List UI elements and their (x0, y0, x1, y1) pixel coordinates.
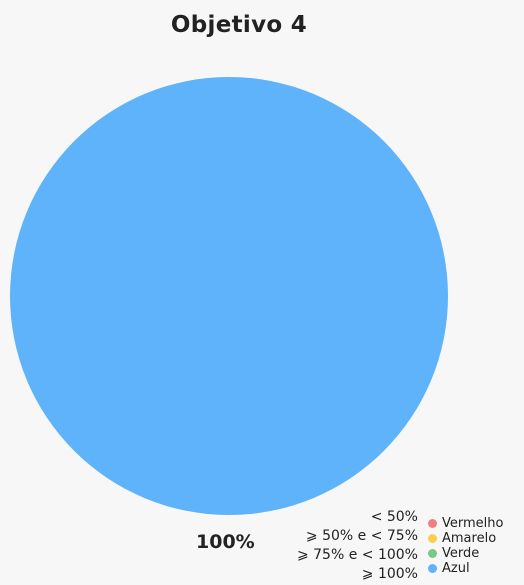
legend-label: Verde (442, 546, 480, 561)
legend-swatch (428, 519, 437, 528)
slice-percentage-label: 100% (196, 531, 255, 553)
legend-item-azul[interactable]: Azul (428, 561, 503, 576)
range-label: < 50% (370, 509, 418, 525)
pie-slice-azul[interactable] (10, 77, 448, 515)
legend-label: Vermelho (442, 516, 504, 531)
legend-label: Amarelo (442, 531, 497, 546)
legend-swatch (428, 534, 437, 543)
legend-item-amarelo[interactable]: Amarelo (428, 531, 503, 546)
chart-title: Objetivo 4 (170, 12, 308, 38)
range-label: ⩾ 100% (361, 566, 418, 582)
range-label: ⩾ 50% e < 75% (305, 528, 418, 544)
range-label: ⩾ 75% e < 100% (296, 547, 418, 563)
legend: Vermelho Amarelo Verde Azul (428, 516, 503, 576)
legend-swatch (428, 549, 437, 558)
legend-label: Azul (442, 561, 470, 576)
legend-item-vermelho[interactable]: Vermelho (428, 516, 503, 531)
range-list: < 50% ⩾ 50% e < 75% ⩾ 75% e < 100% ⩾ 100… (297, 508, 418, 584)
legend-item-verde[interactable]: Verde (428, 546, 503, 561)
legend-swatch (428, 564, 437, 573)
